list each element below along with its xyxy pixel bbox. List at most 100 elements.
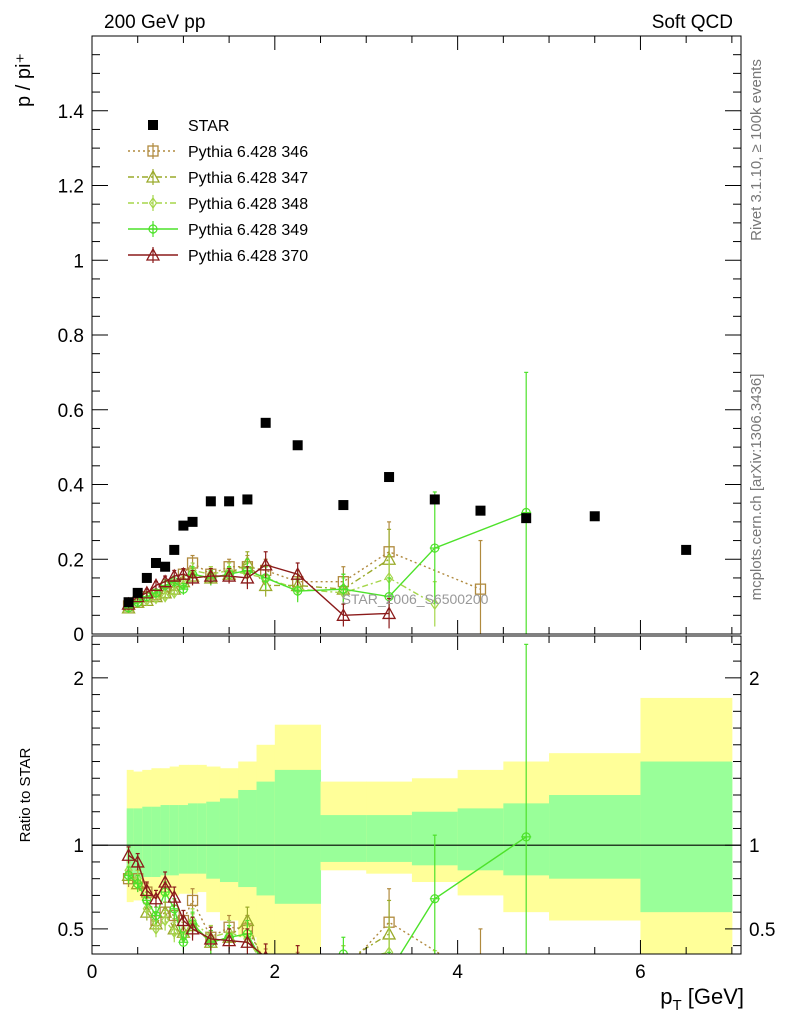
main-point [589, 511, 600, 522]
legend-label: Pythia 6.428 348 [188, 196, 308, 213]
ratio-point [148, 891, 164, 905]
main-point [258, 557, 273, 571]
legend-marker [148, 196, 158, 210]
main-y-tick-label-5: 1 [73, 251, 84, 272]
main-point [170, 586, 179, 599]
ratio-band-green [133, 808, 143, 879]
ratio-point [139, 883, 154, 897]
mcplots-reference-label: mcplots.cern.ch [arXiv:1306.3436] [748, 374, 765, 601]
x-tick-label-2: 4 [452, 962, 463, 983]
main-point [290, 566, 305, 580]
main-y-tick-label-6: 1.2 [58, 177, 84, 198]
ratio-point [158, 874, 173, 888]
ratio-y-tick-label-right-1: 1 [749, 836, 760, 857]
ratio-point [431, 971, 438, 981]
ratio-point [429, 893, 440, 904]
main-point [187, 516, 198, 527]
main-y-axis-label: p / pi⁺ [13, 53, 35, 107]
main-y-tick-label-7: 1.4 [58, 102, 85, 123]
ratio-band-green [219, 798, 239, 883]
main-y-tick-label-0: 0 [73, 625, 84, 646]
main-point [185, 570, 200, 584]
main-point [338, 584, 349, 595]
legend-label: Pythia 6.428 346 [188, 144, 308, 161]
ratio-band-green [169, 805, 180, 876]
ratio-band-green [256, 781, 276, 896]
main-point [132, 587, 143, 598]
x-tick-label-1: 2 [270, 962, 281, 983]
ratio-point [160, 914, 170, 927]
legend-entry-1: Pythia 6.428 346 [128, 143, 308, 161]
ratio-point [521, 831, 532, 842]
ratio-point [151, 922, 161, 935]
main-point [475, 505, 486, 516]
main-point [429, 494, 440, 505]
main-point [338, 500, 349, 511]
ratio-y-tick-label-0: 0.5 [58, 920, 84, 941]
ratio-series-line [128, 869, 394, 954]
header-left-label: 200 GeV pp [104, 12, 205, 33]
ratio-point [293, 961, 303, 971]
header-right-label: Soft QCD [652, 12, 733, 33]
ratio-y-tick-label-1: 1 [73, 836, 84, 857]
ratio-point [150, 910, 161, 921]
ratio-band-green [457, 808, 504, 871]
legend-entry-0: STAR [148, 118, 229, 135]
ratio-point [167, 889, 182, 903]
ratio-point [142, 902, 152, 915]
legend-entry-4: Pythia 6.428 349 [128, 221, 308, 239]
main-point [167, 568, 182, 582]
ratio-point [383, 985, 395, 996]
main-y-tick-label-3: 0.6 [58, 401, 84, 422]
ratio-series-line [128, 877, 442, 954]
ratio-point [121, 847, 136, 861]
ratio-axes: 0 2 4 6 0.5 0.5 1 1 2 2 [58, 635, 775, 983]
main-point [521, 513, 532, 524]
main-point [240, 570, 255, 584]
ratio-point [170, 926, 179, 939]
ratio-point [337, 981, 349, 992]
main-point [474, 583, 487, 595]
main-point [178, 584, 189, 595]
ratio-point [340, 957, 347, 967]
legend-marker [148, 120, 158, 130]
ratio-band-green [151, 806, 162, 878]
ratio-band-green [126, 808, 134, 879]
main-point [430, 598, 440, 611]
main-point [292, 586, 303, 597]
main-series-line [128, 569, 436, 607]
ratio-band-green [206, 801, 221, 879]
main-point [242, 494, 253, 505]
ratio-point [337, 956, 349, 967]
main-point [258, 578, 273, 592]
ratio-series-pythia-6-428-370 [121, 846, 395, 996]
rivet-version-label: Rivet 3.1.10, ≥ 100k events [748, 59, 765, 241]
main-point [169, 544, 180, 555]
ratio-band-green [178, 805, 189, 874]
legend-marker [145, 247, 161, 261]
ratio-point [338, 966, 348, 976]
ratio-band-green [160, 805, 171, 876]
ratio-point [203, 931, 218, 945]
ratio-band-green [187, 803, 198, 874]
main-point [160, 561, 171, 572]
main-point [336, 607, 351, 621]
main-point [139, 585, 154, 599]
main-series-star [123, 417, 692, 608]
ratio-y-tick-label-2: 2 [73, 669, 84, 690]
legend-marker [147, 145, 159, 157]
main-point [178, 520, 189, 531]
main-point [160, 590, 170, 603]
x-axis-label: pT [GeV] [660, 984, 744, 1014]
main-point [141, 572, 152, 583]
ratio-point [123, 870, 134, 881]
ratio-point [178, 937, 189, 948]
legend-entry-2: Pythia 6.428 347 [128, 169, 308, 187]
main-y-tick-label-4: 0.8 [58, 326, 84, 347]
ratio-point [338, 949, 349, 954]
ratio-point [185, 921, 200, 935]
legend-entry-3: Pythia 6.428 348 [128, 195, 308, 213]
main-axes: 0 0.2 0.4 0.6 0.8 1 1.2 1.4 [58, 35, 742, 646]
main-y-tick-label-1: 0.2 [58, 550, 84, 571]
